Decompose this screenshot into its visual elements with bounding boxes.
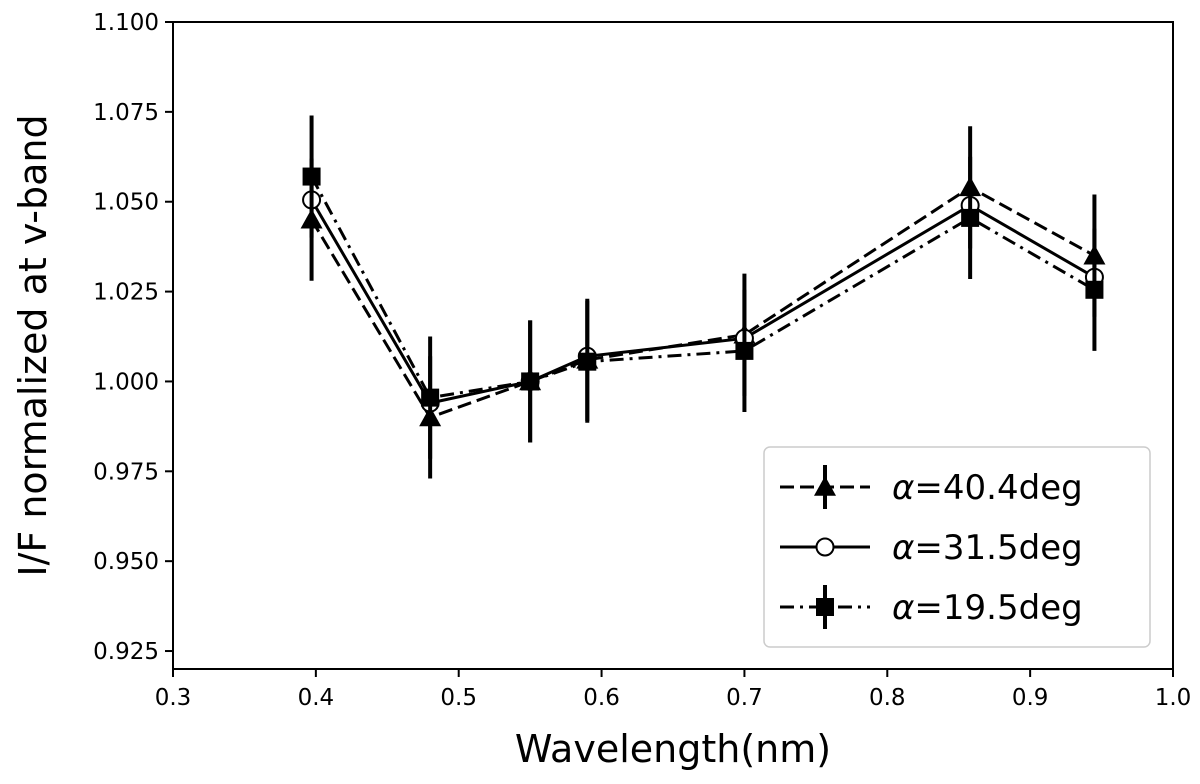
x-axis-title: Wavelength(nm) [515, 727, 831, 771]
x-tick-label: 0.6 [583, 685, 620, 711]
legend-marker [816, 598, 834, 616]
x-tick-label: 0.3 [155, 685, 192, 711]
x-tick-label: 0.5 [440, 685, 477, 711]
legend-box [763, 446, 1151, 648]
data-point [302, 167, 321, 186]
y-tick-label: 1.025 [93, 280, 159, 306]
y-tick-label: 1.100 [93, 10, 159, 36]
legend-label-greek: α [892, 468, 914, 508]
legend-label-value: =31.5deg [914, 528, 1082, 568]
y-tick-label: 0.925 [93, 639, 159, 665]
y-tick-label: 1.000 [93, 369, 159, 395]
y-tick-label: 0.950 [93, 549, 159, 575]
y-tick-label: 0.975 [93, 459, 159, 485]
plot-area [300, 115, 1106, 479]
data-point [521, 372, 540, 391]
legend-label: α=31.5deg [892, 528, 1083, 568]
y-axis-title: I/F normalized at v-band [11, 114, 55, 576]
x-tick-label: 0.7 [726, 685, 763, 711]
y-axis: 0.925 0.950 0.975 1.000 1.025 1.050 1.075 1.100 [93, 10, 173, 665]
x-tick-label: 1.0 [1155, 685, 1192, 711]
y-tick-label: 1.075 [93, 100, 159, 126]
y-tick-label: 1.050 [93, 190, 159, 216]
data-point [578, 352, 597, 371]
series-0 [300, 126, 1106, 479]
legend-marker [814, 476, 836, 496]
legend-label-greek: α [892, 528, 914, 568]
x-axis: 0.3 0.4 0.5 0.6 0.7 0.8 0.9 1.0 [155, 669, 1192, 711]
x-tick-label: 0.9 [1012, 685, 1049, 711]
legend-label-greek: α [892, 588, 914, 628]
data-point [1085, 280, 1104, 299]
data-point [961, 208, 980, 227]
legend-label-value: =40.4deg [914, 468, 1082, 508]
plot-frame [172, 21, 1174, 670]
legend-marker [815, 537, 835, 557]
series-2 [302, 115, 1104, 459]
legend-label-value: =19.5deg [914, 588, 1082, 628]
legend-label: α=19.5deg [892, 588, 1083, 628]
x-tick-label: 0.4 [298, 685, 335, 711]
data-point [421, 388, 440, 407]
x-tick-label: 0.8 [869, 685, 906, 711]
legend-label: α=40.4deg [892, 468, 1083, 508]
data-point [735, 341, 754, 360]
